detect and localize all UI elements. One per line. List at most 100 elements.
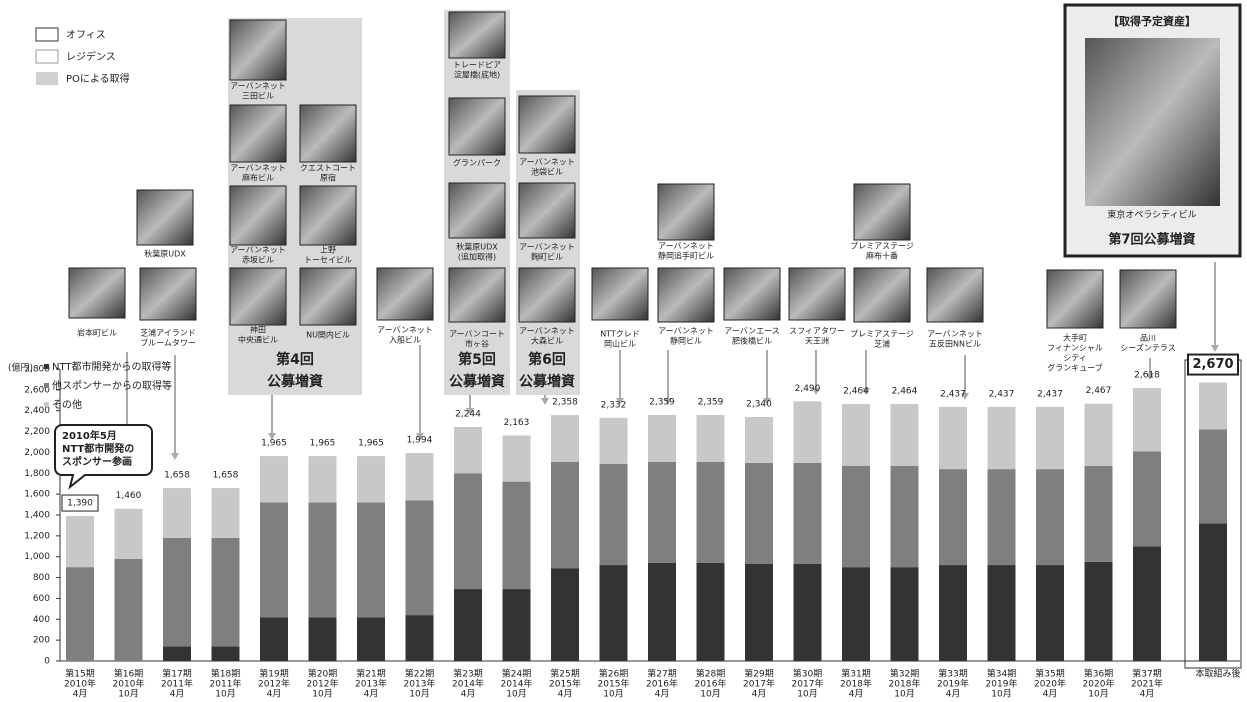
total-label: 2,332 — [601, 400, 627, 410]
offering-label: 公募増資 — [449, 373, 505, 390]
total-label: 1,965 — [261, 439, 287, 449]
x-tick-label: 4月 — [752, 689, 767, 700]
callout-text: スポンサー参画 — [62, 455, 132, 468]
building-caption: アーバンネット — [230, 164, 286, 173]
offering-label: 第4回 — [276, 351, 314, 368]
x-tick-label: 2012年 — [307, 678, 339, 690]
x-tick-label: 第28期 — [696, 668, 725, 680]
bar-segment — [1085, 562, 1113, 661]
bar-segment — [212, 646, 240, 661]
x-tick-label: 第32期 — [890, 668, 919, 680]
total-label: 2,490 — [795, 384, 821, 394]
x-tick-label: 4月 — [655, 689, 670, 700]
building-photo — [592, 268, 648, 320]
building-photo — [140, 268, 196, 320]
y-tick-label: 800 — [33, 573, 50, 583]
building-photo — [854, 268, 910, 322]
x-tick-label: 第18期 — [211, 668, 240, 680]
y-tick-label: 1,400 — [24, 511, 50, 521]
x-tick-label: 第15期 — [65, 668, 94, 680]
total-label: 2,163 — [504, 418, 530, 428]
building-caption: 入船ビル — [389, 335, 421, 345]
series-legend-marker — [44, 402, 49, 407]
x-tick-label: 10月 — [506, 689, 526, 700]
x-tick-label: 10月 — [700, 689, 720, 700]
legend-swatch — [36, 28, 58, 41]
offering-label: 公募増資 — [519, 373, 575, 390]
building-photo — [300, 268, 356, 325]
building-caption: クエストコート — [300, 164, 356, 173]
x-tick-label: 2019年 — [937, 678, 969, 690]
x-tick-label: 2010年 — [113, 678, 145, 690]
building-caption: 原宿 — [320, 173, 336, 183]
total-label: 2,467 — [1086, 386, 1112, 396]
total-label: 2,358 — [552, 398, 578, 408]
x-tick-label: 10月 — [215, 689, 235, 700]
planned-title: 【取得予定資産】 — [1108, 14, 1196, 28]
x-tick-label: 第17期 — [162, 668, 191, 680]
x-tick-label: 4月 — [946, 689, 961, 700]
building-photo — [230, 20, 286, 80]
building-caption: グランキューブ — [1047, 363, 1103, 373]
x-tick-label: 2021年 — [1131, 678, 1163, 690]
building-caption: 秋葉原UDX — [456, 242, 498, 252]
x-tick-label: 2016年 — [646, 678, 678, 690]
building-caption: 大森ビル — [531, 336, 563, 346]
x-tick-label: 2020年 — [1083, 678, 1115, 690]
x-tick-label: 2016年 — [695, 678, 727, 690]
building-caption: アーバンネット — [658, 242, 714, 251]
bar-segment — [600, 565, 628, 661]
y-tick-label: 2,000 — [24, 448, 50, 458]
bar-segment — [939, 407, 967, 469]
x-tick-label: 2017年 — [792, 678, 824, 690]
y-tick-label: 1,200 — [24, 531, 50, 541]
bar-segment — [357, 617, 385, 661]
x-tick-label: 4月 — [267, 689, 282, 700]
building-caption: プレミアステージ — [850, 330, 914, 339]
bar-segment — [163, 538, 191, 646]
series-legend-label: NTT都市開発からの取得等 — [52, 360, 172, 373]
legend-swatch — [36, 50, 58, 63]
x-tick-label: 2010年 — [64, 678, 96, 690]
y-tick-label: 600 — [33, 594, 50, 604]
building-caption: アーバンネット — [519, 327, 575, 336]
building-caption: 静岡ビル — [670, 336, 702, 346]
bar-segment — [600, 464, 628, 565]
x-tick-label: 第16期 — [114, 668, 143, 680]
bar-segment — [406, 500, 434, 615]
x-tick-label: 10月 — [894, 689, 914, 700]
x-tick-label: 2014年 — [452, 678, 484, 690]
bar-segment — [309, 617, 337, 661]
building-caption: 神田 — [250, 325, 266, 335]
x-tick-label: 4月 — [73, 689, 88, 700]
arrow-head — [171, 453, 179, 460]
x-tick-label: 2015年 — [598, 678, 630, 690]
bar-segment — [406, 453, 434, 500]
bar-segment — [1036, 469, 1064, 565]
x-tick-label: 第20期 — [308, 668, 337, 680]
x-tick-label: 4月 — [170, 689, 185, 700]
building-photo — [724, 268, 780, 320]
x-tick-label: 第34期 — [987, 668, 1016, 680]
bar-segment — [503, 435, 531, 481]
building-caption: NTTクレド — [600, 330, 640, 339]
total-label: 1,460 — [116, 491, 142, 501]
y-tick-label: 2,200 — [24, 427, 50, 437]
x-tick-label: 10月 — [409, 689, 429, 700]
total-label: 2,618 — [1134, 370, 1160, 380]
building-caption: 静岡追手町ビル — [658, 251, 714, 261]
arrow-head — [1211, 345, 1219, 352]
bar-segment — [1085, 466, 1113, 562]
callout-text: 2010年5月 — [62, 429, 117, 442]
total-label: 1,390 — [67, 499, 93, 509]
bar-segment — [1199, 383, 1227, 430]
building-caption: 芝浦 — [874, 339, 890, 349]
y-tick-label: 1,800 — [24, 469, 50, 479]
building-caption: アーバンネット — [519, 158, 575, 167]
bar-segment — [939, 565, 967, 661]
building-photo — [377, 268, 433, 320]
total-label: 1,658 — [164, 471, 190, 481]
bar-segment — [454, 473, 482, 589]
offering-label: 公募増資 — [267, 373, 323, 390]
bar-segment — [454, 589, 482, 661]
